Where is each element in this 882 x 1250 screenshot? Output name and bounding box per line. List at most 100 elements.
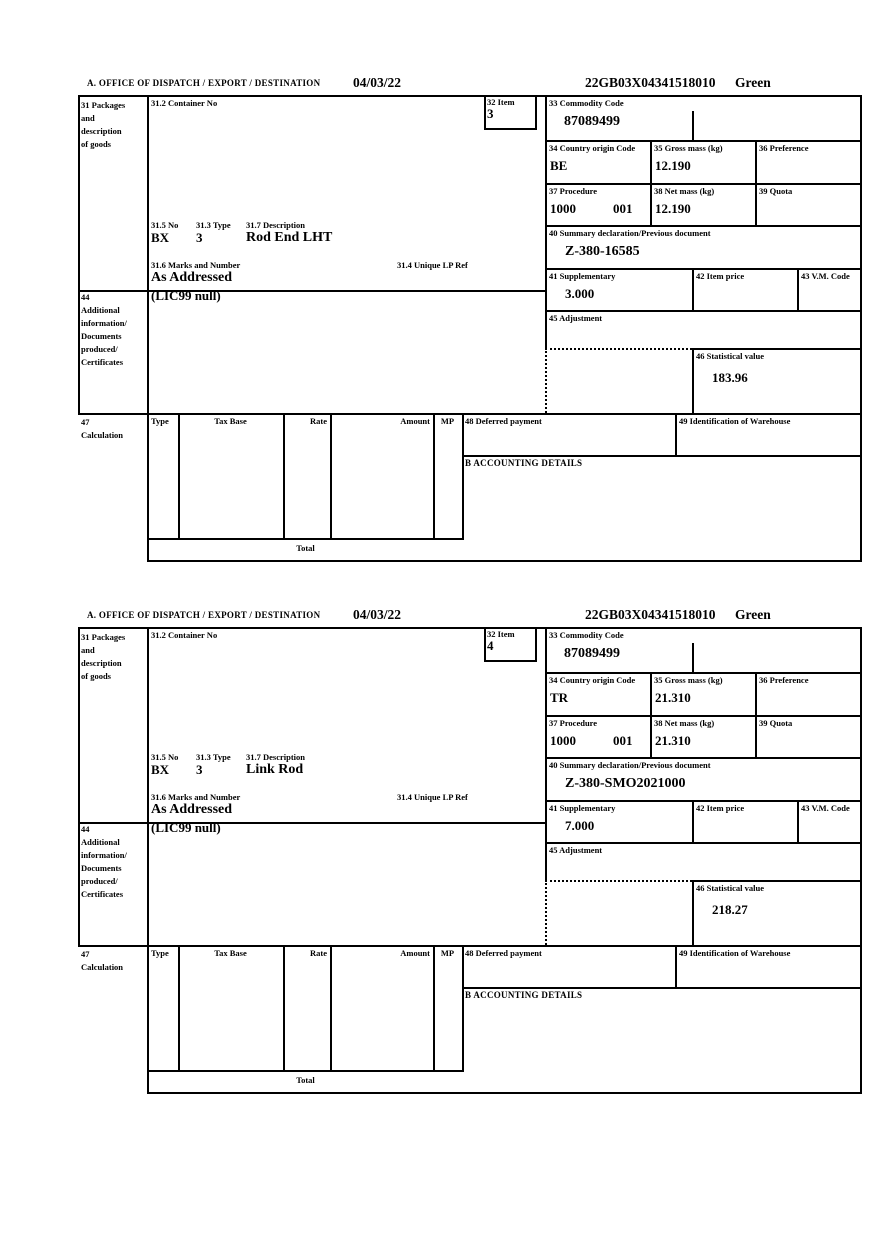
procedure-extra-value: 001 bbox=[613, 201, 633, 216]
dispatch-date: 04/03/22 bbox=[353, 607, 402, 622]
box34-label: 34 Country origin Code bbox=[549, 675, 636, 685]
divider bbox=[545, 842, 862, 844]
dotted-divider bbox=[545, 348, 692, 350]
routing-status: Green bbox=[735, 607, 771, 622]
declaration-reference: 22GB03X04341518010 bbox=[585, 607, 716, 622]
box31-label: 31 Packages and description of goods bbox=[81, 632, 126, 681]
divider bbox=[78, 627, 862, 629]
box315-label: 31.5 No bbox=[151, 752, 179, 762]
divider bbox=[147, 560, 862, 562]
divider bbox=[178, 413, 180, 538]
divider bbox=[147, 95, 149, 562]
item-number-value: 4 bbox=[487, 638, 494, 653]
box33-label: 33 Commodity Code bbox=[549, 630, 624, 640]
box312-label: 31.2 Container No bbox=[151, 630, 218, 640]
country-origin-value: BE bbox=[550, 158, 568, 173]
col-amount-header: Amount bbox=[400, 416, 430, 426]
divider bbox=[675, 945, 677, 987]
divider bbox=[692, 880, 862, 882]
commodity-code-separator bbox=[692, 111, 694, 140]
statistical-value: 183.96 bbox=[712, 370, 748, 385]
divider bbox=[178, 945, 180, 1070]
package-type-value: 3 bbox=[196, 762, 203, 777]
col-tax-base-header: Tax Base bbox=[214, 416, 247, 426]
box49-label: 49 Identification of Warehouse bbox=[679, 948, 791, 958]
box42-label: 42 Item price bbox=[696, 803, 745, 813]
box36-label: 36 Preference bbox=[759, 675, 809, 685]
declaration-item-section: A. OFFICE OF DISPATCH / EXPORT / DESTINA… bbox=[0, 75, 882, 563]
divider bbox=[330, 413, 332, 538]
item-number-box bbox=[484, 627, 537, 662]
box45-label: 45 Adjustment bbox=[549, 845, 603, 855]
net-mass-value: 12.190 bbox=[655, 201, 691, 216]
procedure-code-value: 1000 bbox=[550, 733, 576, 748]
box35-label: 35 Gross mass (kg) bbox=[654, 143, 723, 153]
divider bbox=[462, 945, 464, 1070]
office-of-dispatch-header: A. OFFICE OF DISPATCH / EXPORT / DESTINA… bbox=[87, 610, 321, 620]
total-label: Total bbox=[296, 543, 315, 553]
declaration-reference: 22GB03X04341518010 bbox=[585, 75, 716, 90]
supplementary-value: 3.000 bbox=[565, 286, 595, 301]
divider bbox=[692, 268, 694, 310]
box39-label: 39 Quota bbox=[759, 186, 793, 196]
marks-value: As Addressed bbox=[151, 270, 233, 285]
divider bbox=[80, 413, 862, 415]
col-rate-header: Rate bbox=[310, 948, 327, 958]
divider bbox=[462, 987, 862, 989]
divider bbox=[147, 1070, 464, 1072]
dotted-divider bbox=[545, 880, 692, 882]
divider bbox=[80, 945, 862, 947]
box43-label: 43 V.M. Code bbox=[801, 803, 850, 813]
divider bbox=[433, 945, 435, 1070]
previous-document-value: Z-380-16585 bbox=[565, 244, 640, 259]
box314-label: 31.4 Unique LP Ref bbox=[397, 260, 468, 270]
box40-label: 40 Summary declaration/Previous document bbox=[549, 228, 711, 238]
box32-label: 32 Item bbox=[487, 97, 515, 107]
accounting-details-label: B ACCOUNTING DETAILS bbox=[465, 990, 583, 1000]
col-amount-header: Amount bbox=[400, 948, 430, 958]
divider bbox=[692, 880, 694, 945]
divider bbox=[692, 348, 694, 413]
box317-label: 31.7 Description bbox=[246, 752, 306, 762]
box35-label: 35 Gross mass (kg) bbox=[654, 675, 723, 685]
divider bbox=[283, 413, 285, 538]
box317-label: 31.7 Description bbox=[246, 220, 306, 230]
box33-label: 33 Commodity Code bbox=[549, 98, 624, 108]
divider bbox=[433, 413, 435, 538]
box42-label: 42 Item price bbox=[696, 271, 745, 281]
goods-description-value: Rod End LHT bbox=[246, 230, 333, 245]
box34-label: 34 Country origin Code bbox=[549, 143, 636, 153]
divider bbox=[462, 413, 464, 538]
col-type-header: Type bbox=[151, 416, 169, 426]
previous-document-value: Z-380-SMO2021000 bbox=[565, 776, 686, 791]
divider bbox=[675, 413, 677, 455]
divider bbox=[147, 1092, 862, 1094]
marks-value: As Addressed bbox=[151, 802, 233, 817]
divider bbox=[330, 945, 332, 1070]
divider bbox=[545, 268, 862, 270]
item-number-box bbox=[484, 95, 537, 130]
box40-label: 40 Summary declaration/Previous document bbox=[549, 760, 711, 770]
box316-label: 31.6 Marks and Number bbox=[151, 792, 241, 802]
box45-label: 45 Adjustment bbox=[549, 313, 603, 323]
goods-description-value: Link Rod bbox=[246, 762, 304, 777]
box313-label: 31.3 Type bbox=[196, 752, 231, 762]
divider bbox=[545, 183, 862, 185]
divider bbox=[797, 800, 799, 842]
col-type-header: Type bbox=[151, 948, 169, 958]
box44-label: 44 Additional information/ Documents pro… bbox=[81, 824, 127, 899]
additional-info-value: (LIC99 null) bbox=[151, 820, 221, 835]
divider bbox=[78, 627, 80, 947]
net-mass-value: 21.310 bbox=[655, 733, 691, 748]
divider bbox=[545, 672, 862, 674]
box314-label: 31.4 Unique LP Ref bbox=[397, 792, 468, 802]
box47-label: 47 Calculation bbox=[81, 417, 124, 440]
dotted-divider bbox=[545, 348, 547, 413]
divider bbox=[283, 945, 285, 1070]
procedure-extra-value: 001 bbox=[613, 733, 633, 748]
package-no-value: BX bbox=[151, 230, 170, 245]
col-mp-header: MP bbox=[440, 416, 455, 426]
divider bbox=[545, 627, 547, 880]
box46-label: 46 Statistical value bbox=[696, 883, 764, 893]
